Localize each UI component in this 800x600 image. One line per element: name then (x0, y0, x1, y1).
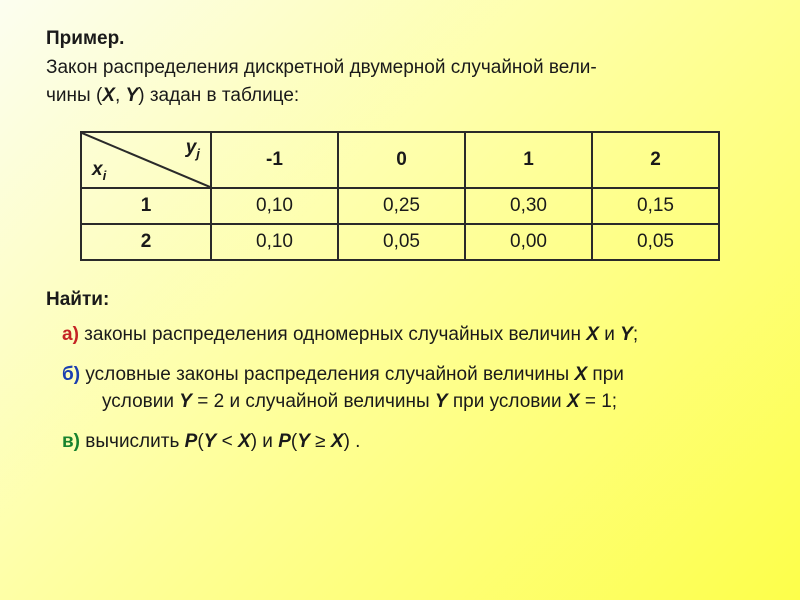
task-c-p1: P (185, 431, 198, 452)
task-c-close2: ) . (344, 431, 361, 452)
task-b-t3: при условии (448, 391, 567, 412)
example-heading: Пример. (46, 28, 754, 50)
task-a-t1: законы распределения одномерных случайны… (79, 324, 586, 345)
task-b-t2: при (587, 364, 624, 385)
var-x: X (102, 85, 115, 106)
intro-line2a: чины ( (46, 85, 102, 106)
task-b-xvar: X (567, 391, 580, 412)
task-b: б) условные законы распределения случайн… (62, 361, 754, 416)
task-b-yvar: Y (179, 391, 192, 412)
diag-x-label: xi (92, 159, 106, 183)
task-b-l2a: условии (102, 391, 179, 412)
cell: 0,10 (211, 188, 338, 224)
diag-x-sub: i (103, 168, 107, 183)
diag-y-label: yj (186, 137, 200, 161)
task-a: а) законы распределения одномерных случа… (62, 321, 754, 349)
task-c-and: ) и (251, 431, 279, 452)
cell: 0,05 (338, 224, 465, 260)
task-c-y1: Y (204, 431, 217, 452)
cell: 0,30 (465, 188, 592, 224)
task-a-y: Y (620, 324, 633, 345)
col-header: 0 (338, 132, 465, 188)
distribution-table: yj xi -1 0 1 2 1 0,10 0,25 0,30 0,15 2 0… (80, 131, 720, 261)
row-header: 1 (81, 188, 211, 224)
task-c-lt: < (216, 431, 238, 452)
task-c-t1: вычислить (80, 431, 185, 452)
table-row: 1 0,10 0,25 0,30 0,15 (81, 188, 719, 224)
task-b-eq1: = 2 и случайной величины (192, 391, 435, 412)
task-b-label: б) (62, 364, 80, 385)
task-c-y2: Y (297, 431, 310, 452)
diag-x-var: x (92, 159, 103, 180)
intro-line1: Закон распределения дискретной двумерной… (46, 57, 597, 78)
diagonal-header-cell: yj xi (81, 132, 211, 188)
cell: 0,05 (592, 224, 719, 260)
var-y: Y (126, 85, 139, 106)
task-b-eq2: = 1; (580, 391, 618, 412)
row-header: 2 (81, 224, 211, 260)
col-header: -1 (211, 132, 338, 188)
task-b-x: X (574, 364, 587, 385)
table-header-row: yj xi -1 0 1 2 (81, 132, 719, 188)
task-c-ge: ≥ (310, 431, 331, 452)
task-b-line2: условии Y = 2 и случайной величины Y при… (102, 391, 617, 412)
task-b-t1: условные законы распределения случайной … (80, 364, 574, 385)
intro-text: Закон распределения дискретной двумерной… (46, 54, 754, 109)
find-label: Найти: (46, 289, 754, 311)
diag-y-var: y (186, 137, 197, 158)
task-c-x2: X (331, 431, 344, 452)
cell: 0,15 (592, 188, 719, 224)
cell: 0,25 (338, 188, 465, 224)
task-a-label: а) (62, 324, 79, 345)
task-a-x: X (586, 324, 599, 345)
task-c-p2: P (278, 431, 291, 452)
cell: 0,00 (465, 224, 592, 260)
task-a-end: ; (633, 324, 638, 345)
task-b-yvar2: Y (435, 391, 448, 412)
task-c: в) вычислить P(Y < X) и P(Y ≥ X) . (62, 428, 754, 456)
intro-sep: , (115, 85, 126, 106)
task-c-x1: X (238, 431, 251, 452)
task-c-label: в) (62, 431, 80, 452)
col-header: 1 (465, 132, 592, 188)
task-a-and: и (599, 324, 620, 345)
diag-y-sub: j (196, 146, 200, 161)
intro-line2b: ) задан в таблице: (138, 85, 299, 106)
cell: 0,10 (211, 224, 338, 260)
col-header: 2 (592, 132, 719, 188)
table-row: 2 0,10 0,05 0,00 0,05 (81, 224, 719, 260)
